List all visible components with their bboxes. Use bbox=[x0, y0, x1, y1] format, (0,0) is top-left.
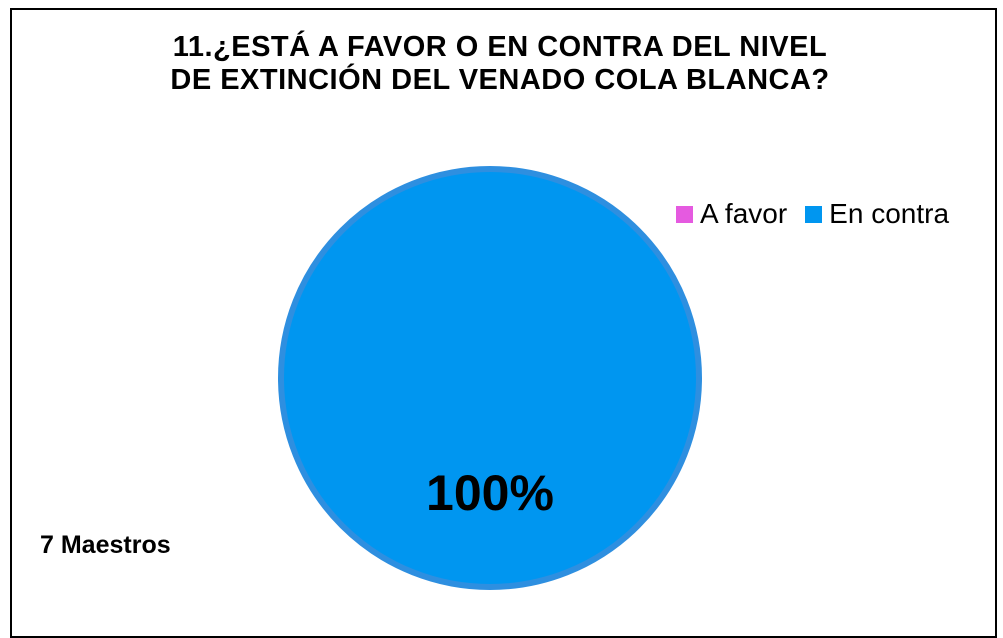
pie-slices bbox=[278, 166, 702, 590]
pie-data-labels: 100% bbox=[426, 465, 554, 521]
chart-title-line-2: DE EXTINCIÓN DEL VENADO COLA BLANCA? bbox=[170, 64, 830, 96]
chart-legend: A favor En contra bbox=[676, 198, 949, 230]
legend-swatch-a-favor bbox=[676, 205, 693, 223]
legend-label-en-contra: En contra bbox=[829, 198, 950, 229]
legend-label-a-favor: A favor bbox=[700, 198, 788, 229]
respondent-count-note: 7 Maestros bbox=[40, 531, 171, 559]
data-label-en-contra: 100% bbox=[426, 465, 554, 521]
pie-slice-en-contra bbox=[278, 166, 702, 590]
chart-title-line-1: 11.¿ESTÁ A FAVOR O EN CONTRA DEL NIVEL bbox=[172, 31, 828, 63]
legend-item-a-favor: A favor bbox=[676, 198, 787, 230]
chart-title: 11.¿ESTÁ A FAVOR O EN CONTRA DEL NIVEL D… bbox=[60, 31, 940, 97]
legend-swatch-en-contra bbox=[805, 205, 823, 223]
legend-item-en-contra: En contra bbox=[805, 198, 949, 230]
